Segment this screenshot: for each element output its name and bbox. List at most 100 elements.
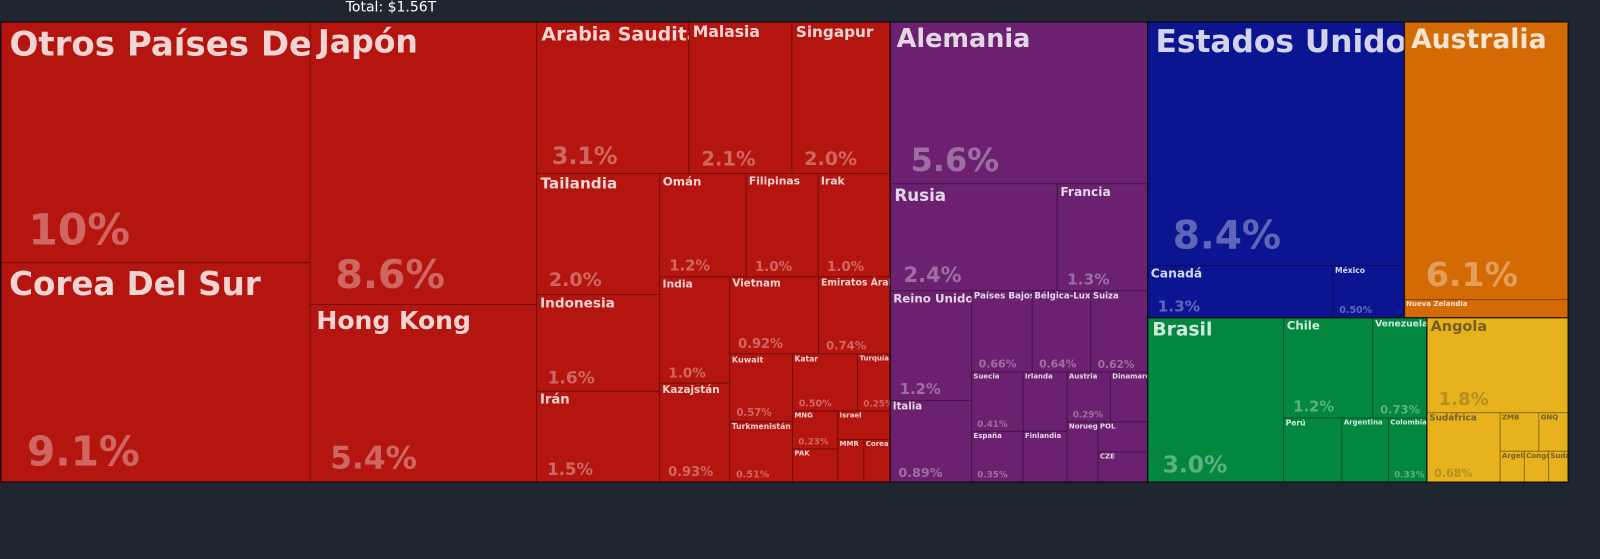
tile-label: Italia [893,402,922,413]
tile-label: Brasil [1152,319,1212,340]
tile-value-label: 9.1% [27,428,140,476]
tile-label: ZMB [1502,413,1519,421]
tile-value-label: 0.93% [668,465,713,480]
tile-value-label: 0.73% [1380,403,1420,417]
tile-label: India [662,278,692,291]
tile-label: POL [1100,423,1116,431]
tile [1426,412,1501,483]
tile-label: Sudán [1550,452,1575,460]
tile [309,21,538,306]
tile-value-label: 3.0% [1163,451,1228,479]
tile-label: Sudáfrica [1429,414,1477,424]
tile [1332,265,1405,319]
group: Australia 6.1% Nueva Zelandia [1403,21,1569,319]
tile [837,438,865,483]
tile-value-label: 0.51% [736,469,770,480]
tile-value-label: 8.6% [335,252,445,298]
tile-value-label: 0.50% [1339,305,1372,316]
tile-value-label: 10% [28,206,130,255]
tile-label: Irlanda [1025,373,1053,381]
tile-value-label: 3.1% [552,142,618,170]
tile-label: Kazajstán [662,384,719,396]
tile-value-label: 0.66% [979,357,1017,370]
tile [1372,317,1428,419]
tile [536,390,661,483]
tile-value-label: 2.0% [549,269,602,291]
tile-label: Emiratos Árabes Unidos [821,277,946,289]
tile-label: Australia [1411,24,1546,55]
tile-value-label: 0.64% [1039,358,1077,371]
tile-label: Turquía [859,354,889,362]
tile [1109,371,1149,423]
tile [1341,417,1390,483]
tile-label: Vietnam [732,278,780,290]
tile-label: Países Bajos [974,292,1035,302]
tile [792,448,839,483]
tile-label: Otros Países De Asia [10,24,406,64]
tile-value-label: 2.0% [804,148,857,170]
tile-value-label: 0.50% [799,399,832,410]
tile-label: Austria [1069,373,1098,381]
tile-label: Congo,... [1526,452,1561,460]
tile [1147,265,1334,319]
tile-value-label: 1.0% [668,365,706,381]
tile [857,353,891,412]
tile-label: Canadá [1151,266,1202,280]
tile [1426,317,1569,414]
tile-label: España [973,432,1002,440]
tile [688,21,793,175]
tile-value-label: 0.41% [977,420,1008,430]
tile-label: Francia [1060,185,1110,199]
tile-value-label: 1.3% [1067,270,1110,288]
tile [1499,412,1540,452]
tile-label: Suecia [973,373,999,381]
tile-value-label: 0.25% [863,400,894,410]
tile-label: Hong Kong [316,306,471,335]
tile-label: Rusia [894,185,946,205]
tile-value-label: 2.1% [701,148,755,171]
tile-label: Nueva Zelandia [1406,300,1468,308]
tile-value-label: 0.23% [798,438,829,448]
tile-label: MNG [794,412,813,420]
tile-value-label: 1.5% [547,460,593,479]
tile [536,173,661,296]
tile [792,410,839,450]
tile-label: Argentina [1344,419,1383,427]
tile-label: Alemania [897,24,1031,54]
tile-value-label: 0.29% [1073,410,1104,420]
tile-label: Kuwait [732,354,764,364]
tile-label: Colombia [1390,419,1427,427]
tile-label: Japón [316,24,418,60]
group-border [1426,317,1569,483]
tile-label: Indonesia [540,296,615,312]
tile-value-label: 2.4% [904,263,962,287]
tile [729,276,820,355]
tile-label: Arabia Saudita [541,23,699,45]
chart-title: Total: $1.56T [345,0,437,16]
tile-label: Suiza [1093,292,1119,302]
tile-value-label: 0.57% [736,408,771,419]
tile-value-label: 5.6% [911,141,999,179]
tile-value-label: 1.2% [1293,399,1334,416]
tile-value-label: 1.3% [1158,297,1201,315]
group: Brasil 3.0% Chile 1.2% Venezuela 0.73% Perú Arg… [1146,317,1428,483]
tile-label: Estados Unidos [1156,24,1426,60]
tile-label: Tailandia [540,175,617,193]
tile [792,353,859,412]
tile-label: Venezuela [1375,319,1428,330]
tile-value-label: 0.35% [977,471,1008,481]
group: Estados Unidos 8.4% Canadá 1.3% México 0.50% [1146,21,1426,319]
tile-label: MMR [839,440,859,448]
tile [309,304,538,483]
tile-label: Malasia [693,23,760,41]
tile-label: Singapur [796,23,874,41]
tile-value-label: 1.6% [548,369,595,389]
tile [1147,21,1405,267]
tile-value-label: 1.0% [755,259,793,275]
tile-value-label: 5.4% [330,440,417,476]
tile [971,430,1024,483]
tile [791,21,891,175]
tile-label: Angola [1431,319,1487,335]
tile-label: Irán [540,391,570,407]
